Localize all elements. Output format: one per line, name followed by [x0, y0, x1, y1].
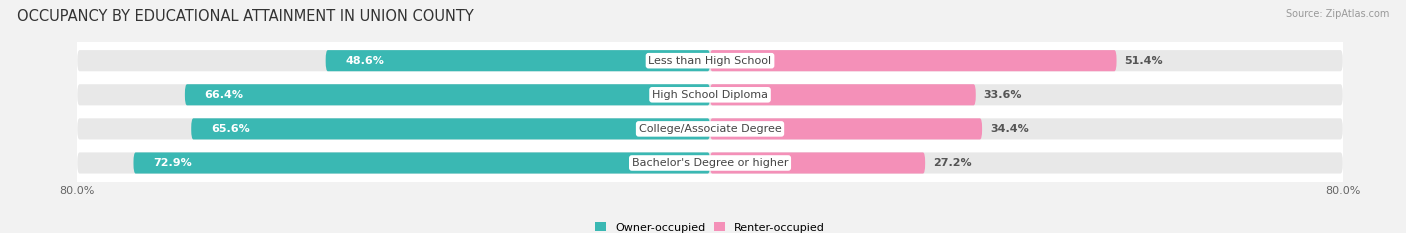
FancyBboxPatch shape [77, 50, 1343, 71]
FancyBboxPatch shape [710, 50, 1116, 71]
Text: OCCUPANCY BY EDUCATIONAL ATTAINMENT IN UNION COUNTY: OCCUPANCY BY EDUCATIONAL ATTAINMENT IN U… [17, 9, 474, 24]
Text: High School Diploma: High School Diploma [652, 90, 768, 100]
Text: 48.6%: 48.6% [346, 56, 384, 66]
Text: 65.6%: 65.6% [211, 124, 250, 134]
Text: 33.6%: 33.6% [984, 90, 1022, 100]
Text: College/Associate Degree: College/Associate Degree [638, 124, 782, 134]
FancyBboxPatch shape [710, 84, 976, 105]
Text: Source: ZipAtlas.com: Source: ZipAtlas.com [1285, 9, 1389, 19]
FancyBboxPatch shape [77, 152, 1343, 174]
FancyBboxPatch shape [326, 50, 710, 71]
Text: 51.4%: 51.4% [1125, 56, 1163, 66]
Text: Bachelor's Degree or higher: Bachelor's Degree or higher [631, 158, 789, 168]
FancyBboxPatch shape [710, 118, 983, 140]
FancyBboxPatch shape [77, 118, 1343, 140]
FancyBboxPatch shape [77, 84, 1343, 105]
Text: 27.2%: 27.2% [934, 158, 972, 168]
Text: Less than High School: Less than High School [648, 56, 772, 66]
Legend: Owner-occupied, Renter-occupied: Owner-occupied, Renter-occupied [591, 218, 830, 233]
FancyBboxPatch shape [186, 84, 710, 105]
FancyBboxPatch shape [134, 152, 710, 174]
FancyBboxPatch shape [710, 152, 925, 174]
Text: 34.4%: 34.4% [990, 124, 1029, 134]
FancyBboxPatch shape [191, 118, 710, 140]
Text: 72.9%: 72.9% [153, 158, 193, 168]
Text: 66.4%: 66.4% [205, 90, 243, 100]
